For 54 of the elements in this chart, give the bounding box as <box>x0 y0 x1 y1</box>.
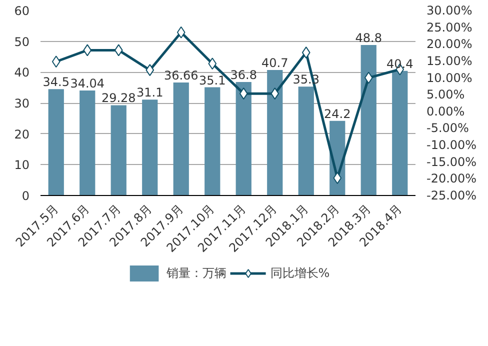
bar <box>204 87 220 196</box>
y-tick-label: 50 <box>14 34 30 49</box>
bar <box>173 82 189 196</box>
point <box>114 44 123 56</box>
point <box>333 172 342 184</box>
y2-tick-label: 5.00% <box>426 88 465 102</box>
data-label: 34.5 <box>42 75 70 90</box>
point <box>176 26 186 38</box>
point <box>270 88 280 100</box>
point <box>146 64 154 76</box>
data-label: 35.1 <box>199 73 226 88</box>
bar <box>236 82 252 196</box>
y-tick-label: 60 <box>14 4 30 18</box>
point <box>83 44 92 56</box>
y2-tick-label: 10.00% <box>426 70 472 85</box>
bar <box>48 89 64 196</box>
y2-tick-label: 30.00% <box>426 4 472 18</box>
y-tick-label: 20 <box>14 127 30 142</box>
bar <box>110 105 126 196</box>
data-label: 40.4 <box>386 56 414 71</box>
data-label: 34.04 <box>70 76 105 91</box>
point <box>302 46 310 59</box>
data-label: 36.66 <box>164 68 198 82</box>
bar <box>142 100 158 196</box>
y2-tick-label: 15.00% <box>426 54 472 68</box>
bar <box>267 70 283 196</box>
point <box>239 88 248 100</box>
y2-tick-label: -5.00% <box>426 121 469 136</box>
y2-tick-label: -10.00% <box>426 138 477 152</box>
data-label: 40.7 <box>262 56 288 70</box>
data-label: 24.2 <box>324 106 351 121</box>
bar <box>298 86 314 196</box>
y2-tick-label: 25.00% <box>426 20 472 34</box>
y2-tick-label: 0.00% <box>426 104 465 118</box>
y-tick-label: 0 <box>22 189 30 203</box>
y2-tick-label: 20.00% <box>426 37 472 52</box>
y-tick-label: 10 <box>14 158 30 172</box>
y2-tick-label: -20.00% <box>426 172 477 186</box>
data-label: 31.1 <box>136 86 164 100</box>
y-tick-label: 40 <box>14 66 30 80</box>
data-label: 36.8 <box>230 68 257 82</box>
bar <box>392 70 408 196</box>
point <box>208 58 217 70</box>
data-label: 29.28 <box>101 91 136 106</box>
y2-tick-label: -15.00% <box>426 154 477 169</box>
bar <box>360 45 376 196</box>
point <box>364 72 373 84</box>
bar <box>80 90 96 196</box>
y2-tick-label: -25.00% <box>426 188 477 202</box>
y-tick-label: 30 <box>14 96 30 110</box>
legend-label: 同比增长% <box>270 264 330 282</box>
legend-label: 销量：万辆 <box>166 264 226 282</box>
data-label: 48.8 <box>355 31 382 46</box>
point <box>52 56 60 68</box>
